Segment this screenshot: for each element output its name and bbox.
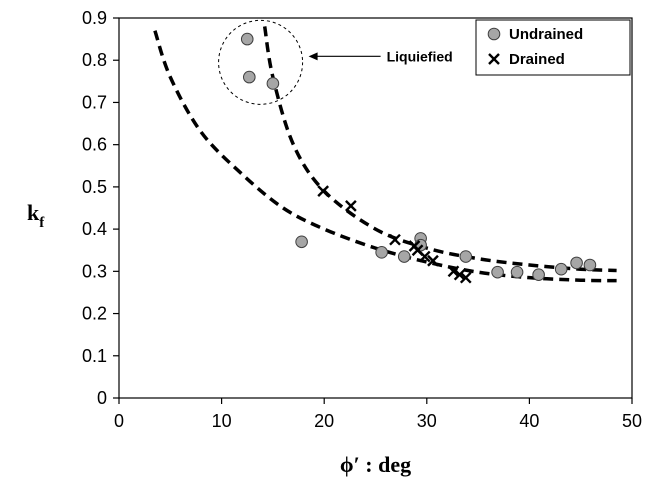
undrained-point — [510, 265, 524, 279]
undrained-point — [570, 256, 583, 270]
y-axis-title: kf — [27, 200, 45, 231]
drained-point-stroke — [459, 271, 472, 284]
legend-label: Undrained — [509, 26, 583, 43]
y-tick-label: 0.7 — [82, 92, 107, 112]
y-tick-label: 0.2 — [82, 304, 107, 324]
drained-point — [389, 233, 401, 246]
drained-point-stroke — [411, 244, 424, 257]
undrained-point — [491, 265, 504, 279]
legend: Undrained Drained — [475, 19, 631, 76]
drained-point-stroke — [317, 185, 330, 197]
undrained-point — [266, 77, 280, 90]
x-tick-label: 40 — [519, 411, 539, 431]
undrained-point — [295, 235, 308, 249]
x-tick-label: 10 — [212, 411, 232, 431]
y-tick-label: 0.9 — [82, 8, 107, 28]
undrained-point — [375, 246, 388, 259]
drained-point-stroke — [453, 268, 466, 281]
plot-axes — [113, 17, 633, 404]
undrained-point — [459, 250, 473, 263]
drained-point — [317, 185, 330, 197]
drained-point — [345, 200, 357, 212]
axis-titles: ϕ′ : deg kf — [27, 200, 411, 477]
drained-point — [453, 268, 466, 281]
undrained-point — [583, 258, 597, 272]
x-tick-label: 0 — [114, 411, 124, 431]
liquefied-annotation: Liquiefied — [218, 19, 453, 105]
arrow-head — [308, 52, 318, 61]
legend-marker-undrained — [487, 27, 501, 41]
drained-point-stroke — [389, 233, 401, 246]
y-tick-label: 0.8 — [82, 50, 107, 70]
plot-frame — [118, 17, 633, 399]
drained-point-stroke — [488, 53, 500, 65]
undrained-point — [397, 250, 411, 263]
undrained-point — [243, 70, 256, 84]
liquefied-circle — [218, 19, 304, 105]
drained-point-stroke — [427, 254, 439, 267]
drained-point — [459, 271, 472, 284]
undrained-point — [240, 32, 254, 46]
drained-point-stroke — [447, 265, 460, 278]
y-tick-label: 0 — [97, 388, 107, 408]
tick-labels: 0 10 20 30 40 50 0 0.1 0.2 0.3 0.4 0.5 0.6 0.7 0.8 0.9 — [82, 8, 642, 431]
y-tick-label: 0.5 — [82, 177, 107, 197]
legend-box — [475, 19, 631, 76]
legend-marker-drained — [488, 53, 500, 65]
drained-point — [418, 250, 431, 263]
x-tick-label: 30 — [417, 411, 437, 431]
legend-label: Drained — [509, 51, 565, 68]
data-points — [240, 32, 597, 284]
drained-point — [447, 265, 460, 278]
y-tick-label: 0.1 — [82, 346, 107, 366]
y-axis-title-main: k — [27, 200, 40, 225]
y-tick-label: 0.6 — [82, 135, 107, 155]
x-tick-label: 50 — [622, 411, 642, 431]
y-tick-label: 0.3 — [82, 261, 107, 281]
drained-point-stroke — [418, 250, 431, 263]
annotation-label: Liquiefied — [387, 48, 453, 64]
drained-point — [427, 254, 439, 267]
drained-point-stroke — [345, 200, 357, 212]
x-tick-label: 20 — [314, 411, 334, 431]
undrained-point — [532, 268, 545, 282]
x-axis-title: ϕ′ : deg — [340, 452, 411, 477]
undrained-point — [554, 262, 568, 276]
y-axis-title-subscript: f — [39, 215, 45, 231]
y-tick-label: 0.4 — [82, 219, 107, 239]
